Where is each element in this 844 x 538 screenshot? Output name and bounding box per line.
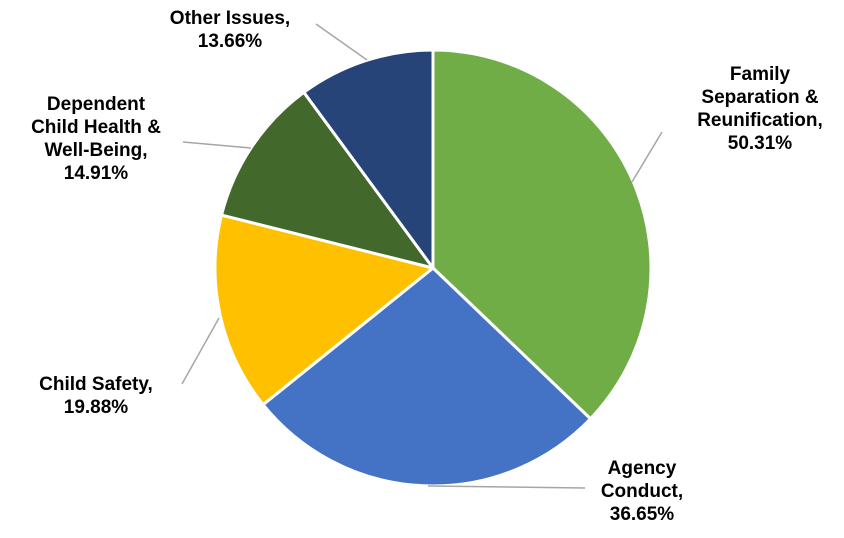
pie-slice-family-separation-reunification xyxy=(431,48,653,421)
slice-data-label: Agency Conduct, 36.65% xyxy=(601,458,683,525)
slice-name-label: Family xyxy=(730,64,791,85)
slice-value-label: 36.65% xyxy=(610,504,675,525)
pie-slice-agency-conduct xyxy=(261,266,592,488)
leader-line xyxy=(631,131,663,183)
slice-name-label: Child Health & xyxy=(31,117,161,138)
pie-slice-other-issues xyxy=(302,48,435,270)
slice-data-label: Family Separation & Reunification, 50.31% xyxy=(697,64,823,154)
slice-data-label: Other Issues, 13.66% xyxy=(170,8,290,52)
slice-name-label: Dependent xyxy=(47,94,146,115)
leader-line xyxy=(182,141,252,149)
slice-name-label: Conduct, xyxy=(601,481,683,502)
slice-value-label: 13.66% xyxy=(198,31,263,52)
slice-data-label: Dependent Child Health & Well-Being, 14.91% xyxy=(31,94,161,184)
slice-value-label: 50.31% xyxy=(728,133,793,154)
leader-line xyxy=(427,485,586,489)
leader-line xyxy=(315,23,368,61)
slice-name-label: Well-Being, xyxy=(44,140,147,161)
slice-value-label: 14.91% xyxy=(64,163,129,184)
slice-name-label: Other Issues, xyxy=(170,8,290,29)
pie-slice-child-safety xyxy=(213,213,435,407)
slice-name-label: Child Safety, xyxy=(39,374,153,395)
slice-data-label: Child Safety, 19.88% xyxy=(39,374,153,418)
slice-name-label: Reunification, xyxy=(697,110,823,131)
slice-value-label: 19.88% xyxy=(64,397,129,418)
slice-name-label: Agency xyxy=(608,458,677,479)
slice-name-label: Separation & xyxy=(701,87,818,108)
leader-line xyxy=(181,317,220,385)
pie-slice-dependent-child-health-well-being xyxy=(220,90,435,270)
